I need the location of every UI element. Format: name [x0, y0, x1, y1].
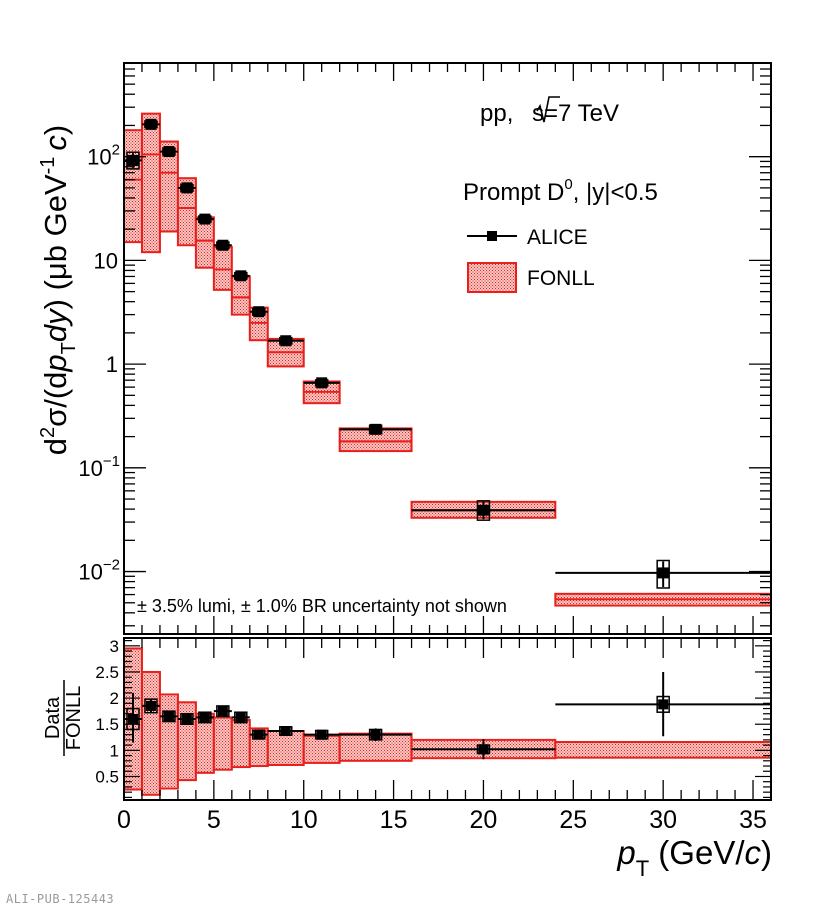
ratio-alice-point-2 — [159, 710, 178, 723]
ratio-fonll-band-12 — [554, 740, 772, 759]
alice-point-1 — [141, 118, 160, 130]
legend-entry-alice: ALICE — [467, 226, 588, 249]
ratio-alice-point-1 — [141, 698, 160, 714]
fonll-band-3 — [176, 177, 197, 247]
ratio-y-tick-label-3: 2 — [110, 689, 119, 708]
ratio-y-tick-label-5: 3 — [110, 637, 119, 656]
ratio-alice-point-8 — [267, 726, 304, 737]
alice-point-9 — [303, 377, 340, 389]
y-axis-title: d2σ/(dpTdy) (μb GeV-1c) — [37, 125, 80, 456]
alice-point-4 — [195, 213, 214, 225]
fonll-band-4 — [194, 216, 215, 269]
fonll-band-0 — [123, 129, 143, 244]
svg-text:FONLL: FONLL — [63, 686, 85, 750]
svg-text:Data: Data — [42, 696, 64, 739]
ratio-alice-point-7 — [249, 729, 268, 740]
ratio-axes: 0.511.522.530 5 10 15 20 25 30 35 — [95, 637, 772, 834]
ratio-fonll-band-6 — [230, 719, 251, 769]
sqrt-symbol — [536, 96, 560, 123]
fonll-band-1 — [140, 112, 161, 254]
alice-point-11 — [411, 500, 556, 521]
ratio-fonll-band-9 — [302, 734, 341, 764]
ratio-fonll-band-1 — [140, 670, 161, 796]
legend-entry-fonll: FONLL — [467, 262, 595, 293]
ratio-alice-points — [124, 671, 771, 760]
collision-system-label: pp, s=7 TeV — [480, 100, 619, 127]
ratio-alice-point-3 — [177, 713, 196, 725]
ratio-fonll-band-8 — [266, 730, 305, 766]
fonll-bands — [123, 112, 772, 607]
x-tick-label-2: 10 — [290, 806, 318, 834]
ratio-y-tick-label-2: 1.5 — [95, 715, 119, 734]
ratio-alice-point-12 — [555, 671, 771, 737]
ratio-fonll-bands — [123, 647, 772, 796]
y-tick-label-0: 10−2 — [78, 557, 120, 585]
ratio-y-tick-label-0: 0.5 — [95, 767, 119, 786]
ratio-alice-point-10 — [339, 728, 412, 741]
ratio-fonll-band-5 — [212, 716, 233, 771]
x-tick-label-5: 25 — [559, 806, 587, 834]
legend-label-alice: ALICE — [527, 226, 588, 249]
publication-id: ALI-PUB-125443 — [6, 892, 115, 906]
ratio-alice-point-9 — [303, 729, 340, 740]
alice-point-3 — [177, 182, 196, 194]
ratio-alice-point-5 — [213, 705, 232, 718]
alice-point-12 — [555, 559, 771, 589]
alice-point-8 — [267, 335, 304, 347]
ratio-y-tick-label-1: 1 — [110, 741, 119, 760]
ratio-alice-point-4 — [195, 711, 214, 724]
x-tick-label-7: 35 — [739, 806, 767, 834]
y-tick-label-4: 102 — [87, 142, 120, 170]
ratio-fonll-band-2 — [158, 693, 179, 790]
alice-point-7 — [249, 306, 268, 318]
x-tick-label-6: 30 — [649, 806, 677, 834]
alice-point-2 — [159, 146, 178, 158]
y-tick-label-2: 1 — [106, 352, 118, 377]
alice-point-6 — [231, 270, 250, 282]
y-tick-label-1: 10−1 — [78, 453, 120, 481]
alice-point-10 — [339, 423, 412, 435]
x-tick-label-0: 0 — [117, 806, 131, 834]
ratio-y-axis-title: Data FONLL — [42, 680, 85, 756]
x-tick-label-1: 5 — [207, 806, 221, 834]
alice-point-0 — [124, 151, 142, 170]
ratio-alice-point-6 — [231, 711, 250, 724]
x-tick-label-4: 20 — [470, 806, 498, 834]
legend-label-fonll: FONLL — [527, 267, 595, 290]
legend-header: Prompt D0, |y|<0.5 — [463, 176, 658, 206]
top-frame — [123, 62, 772, 635]
x-axis-title: pT (GeV/c) — [616, 834, 772, 881]
alice-points — [124, 118, 771, 589]
alice-point-5 — [213, 239, 232, 251]
uncertainty-note: ± 3.5% lumi, ± 1.0% BR uncertainty not s… — [137, 596, 507, 616]
y-tick-label-3: 10 — [94, 248, 118, 273]
x-tick-label-3: 15 — [380, 806, 408, 834]
top-axes: 10−2 10−1 1 10 102 — [78, 62, 772, 635]
ratio-alice-point-11 — [411, 739, 556, 760]
fonll-band-6 — [230, 275, 251, 316]
ratio-y-tick-label-4: 2.5 — [95, 663, 119, 682]
